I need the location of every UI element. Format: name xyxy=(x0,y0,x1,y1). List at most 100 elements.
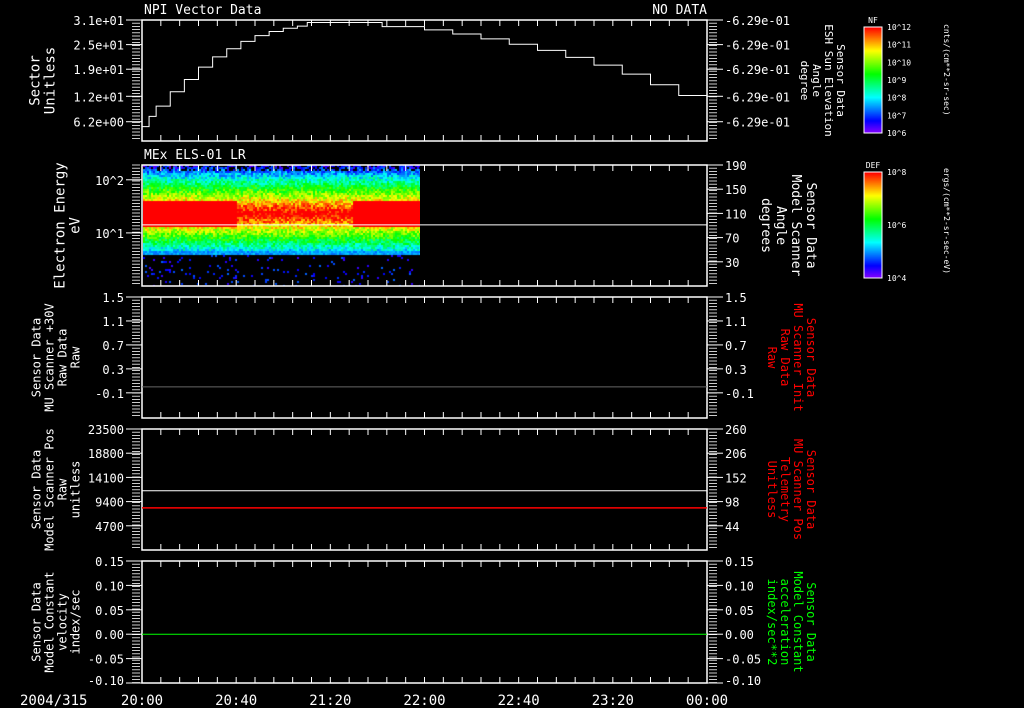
right-axis-title: Sensor Data xyxy=(834,44,847,117)
right-tick-label: 110 xyxy=(725,207,747,221)
colorbar-frame xyxy=(863,26,883,134)
right-tick-label: 152 xyxy=(725,471,747,485)
right-tick-label: -6.29e-01 xyxy=(725,14,790,28)
left-tick-label: -0.1 xyxy=(95,387,124,401)
right-axis-title: Unitless xyxy=(765,461,779,519)
electron-spectrogram-image xyxy=(143,165,420,286)
right-axis-title: Raw Data xyxy=(778,329,792,387)
left-axis-title: Sensor Data xyxy=(30,450,44,529)
left-tick-label: 18800 xyxy=(88,447,124,461)
right-tick-label: -0.05 xyxy=(725,653,761,667)
right-tick-label: -0.1 xyxy=(725,387,754,401)
left-tick-label: 0.05 xyxy=(95,604,124,618)
right-axis-title: Raw xyxy=(765,347,779,369)
colorbar-tick-label: 10^6 xyxy=(887,129,906,138)
right-tick-label: -6.29e-01 xyxy=(725,90,790,104)
left-tick-label: 10^1 xyxy=(95,227,124,241)
left-axis-title: Raw xyxy=(69,346,83,368)
panel-2-frame xyxy=(141,164,708,287)
left-tick-label: 3.1e+01 xyxy=(73,14,124,28)
colorbar-tick-label: 10^4 xyxy=(887,274,906,283)
def-colorbar-title: DEF xyxy=(866,161,881,170)
nf-colorbar-units: cnts/(cm**2-sr-sec) xyxy=(942,24,951,116)
right-tick-label: 260 xyxy=(725,423,747,437)
right-tick-label: -6.29e-01 xyxy=(725,63,790,77)
left-tick-label: 1.9e+01 xyxy=(73,63,124,77)
right-tick-label: 0.10 xyxy=(725,579,754,593)
left-axis-title: Unitless xyxy=(43,47,59,114)
colorbar-tick-label: 10^7 xyxy=(887,111,906,120)
panel1-title: NPI Vector Data xyxy=(144,3,261,18)
right-tick-label: 1.5 xyxy=(725,291,747,305)
right-tick-label: 0.15 xyxy=(725,555,754,569)
left-tick-label: 9400 xyxy=(95,496,124,510)
right-axis-title: Angle xyxy=(773,206,788,245)
nf-colorbar-title: NF xyxy=(868,16,878,25)
right-axis-title: index/sec**2 xyxy=(765,579,779,666)
left-tick-label: 2.5e+01 xyxy=(73,39,124,53)
right-axis-title: Sensor Data xyxy=(803,182,818,268)
colorbar-tick-label: 10^8 xyxy=(887,168,906,177)
right-axis-title: ESH Sun Elevation xyxy=(822,24,835,137)
colorbar-tick-label: 10^10 xyxy=(887,58,911,67)
nf-colorbar xyxy=(864,27,882,133)
left-tick-label: 1.1 xyxy=(102,315,124,329)
time-tick-label: 20:00 xyxy=(121,693,163,708)
right-tick-label: -6.29e-01 xyxy=(725,116,790,130)
sector-line xyxy=(142,21,708,128)
left-tick-label: 14100 xyxy=(88,471,124,485)
right-axis-title: acceleration xyxy=(778,579,792,666)
left-axis-title: Sensor Data xyxy=(30,318,44,397)
left-tick-label: 0.15 xyxy=(95,555,124,569)
right-tick-label: -0.10 xyxy=(725,674,761,688)
right-tick-label: 0.05 xyxy=(725,604,754,618)
right-tick-label: 190 xyxy=(725,159,747,173)
left-tick-label: -0.10 xyxy=(88,674,124,688)
right-tick-label: 44 xyxy=(725,520,739,534)
colorbar-tick-label: 10^8 xyxy=(887,94,906,103)
left-axis-title: MU Scanner +30V xyxy=(43,303,57,411)
right-tick-label: -6.29e-01 xyxy=(725,39,790,53)
colorbar-tick-label: 10^12 xyxy=(887,23,911,32)
right-tick-label: 0.7 xyxy=(725,339,747,353)
left-axis-title: Raw xyxy=(56,478,70,500)
right-tick-label: 0.00 xyxy=(725,628,754,642)
time-tick-label: 00:00 xyxy=(686,693,728,708)
colorbar-tick-label: 10^9 xyxy=(887,76,906,85)
right-axis-title: degrees xyxy=(758,198,773,253)
left-axis-title: Model Scanner Pos xyxy=(43,428,57,551)
panel-5-frame xyxy=(141,560,708,684)
left-axis-title: Electron Energy xyxy=(53,162,69,288)
left-axis-title: Sector xyxy=(28,55,44,106)
right-axis-title: Model Constant xyxy=(791,571,805,672)
left-tick-label: 1.5 xyxy=(102,291,124,305)
left-axis-title: index/sec xyxy=(69,589,83,654)
right-axis-title: degree xyxy=(798,61,811,101)
left-tick-label: 0.3 xyxy=(102,363,124,377)
right-tick-label: 1.1 xyxy=(725,315,747,329)
left-tick-label: 1.2e+01 xyxy=(73,90,124,104)
left-tick-label: -0.05 xyxy=(88,653,124,667)
def-colorbar xyxy=(864,172,882,278)
right-axis-title: MU Scanner Pos xyxy=(791,439,805,540)
panel-3-frame xyxy=(141,296,708,419)
left-axis-title: Raw Data xyxy=(56,329,70,387)
time-tick-label: 20:40 xyxy=(215,693,257,708)
right-tick-label: 150 xyxy=(725,183,747,197)
left-axis-title: Sensor Data xyxy=(30,582,44,661)
left-axis-title: eV xyxy=(68,217,84,234)
right-axis-title: Sensor Data xyxy=(804,318,818,397)
right-axis-title: Sensor Data xyxy=(804,450,818,529)
time-tick-label: 23:20 xyxy=(592,693,634,708)
left-tick-label: 10^2 xyxy=(95,174,124,188)
right-tick-label: 70 xyxy=(725,232,739,246)
colorbar-tick-label: 10^6 xyxy=(887,221,906,230)
left-tick-label: 6.2e+00 xyxy=(73,116,124,130)
colorbar-frame xyxy=(863,171,883,279)
right-tick-label: 0.3 xyxy=(725,363,747,377)
right-axis-title: Model Scanner xyxy=(788,175,803,277)
left-axis-title: unitless xyxy=(69,461,83,519)
date-label: 2004/315 xyxy=(20,693,87,708)
right-axis-title: MU Scanner Init xyxy=(791,303,805,411)
